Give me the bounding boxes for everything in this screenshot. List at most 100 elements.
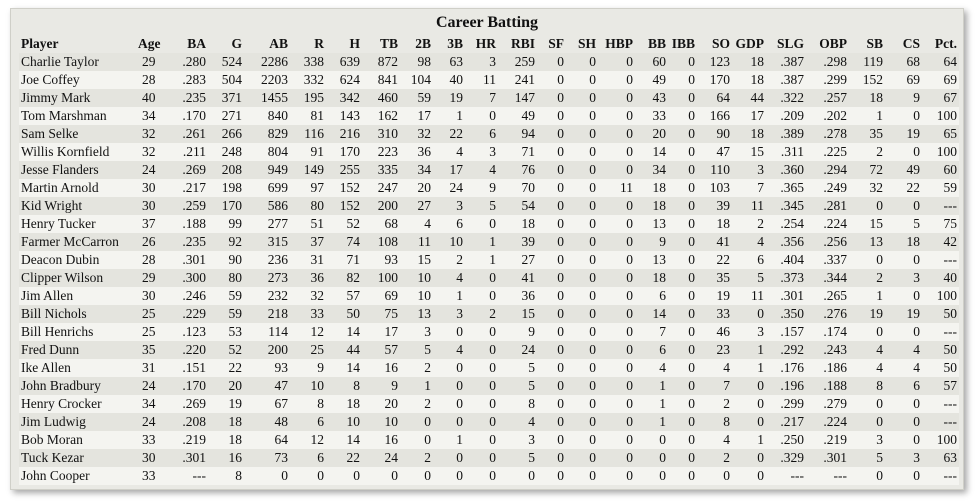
player-row: Tom Marshman 34 .170 271 840 81 143 162 17 1 0 49 0 0… [19,107,959,125]
stat-cell: 0 [489,288,496,303]
stat-cell: 14 [652,144,667,159]
stat-cell: .301 [182,450,206,465]
stat-cell: 15 [750,144,765,159]
stat-cell: 4 [723,360,730,375]
stat-cell: 18 [652,270,667,285]
stat-cell: 208 [221,162,242,177]
stat-cell: 5 [528,378,535,393]
stat-cell: 195 [303,90,324,105]
stat-cell: 28 [142,252,156,267]
stat-cell: 18 [716,216,731,231]
stat-cell: 16 [384,432,399,447]
stat-cell: 100 [377,270,398,285]
stat-cell: 216 [339,126,360,141]
stat-cell: 0 [489,270,496,285]
stat-cell: 40 [943,270,958,285]
stat-cell: 0 [456,378,463,393]
stat-cell: 5 [528,360,535,375]
player-row: Bob Moran 33 .219 18 64 12 14 16 0 1 0 3 0 0 0 0 0 4 1 .250… [19,431,959,449]
stat-cell: 0 [424,414,431,429]
stat-cell: 34 [142,108,156,123]
player-row: Jimmy Mark 40 .235 371 1455 195 342 460 59 19 7 147… [19,89,959,107]
stat-cell: 170 [221,198,242,213]
stat-cell: 0 [757,396,764,411]
stat-cell: .350 [780,306,804,321]
stat-cell: 1 [659,396,666,411]
stat-cell: 43 [652,90,667,105]
stat-cell: 36 [310,270,325,285]
stat-cell: --- [943,252,958,267]
stat-cell: 7 [757,180,764,195]
stat-cell: 0 [557,360,564,375]
stat-cell: 92 [228,234,243,249]
player-name: Jim Allen [21,288,74,303]
stat-cell: 198 [221,180,242,195]
stat-cell: 6 [456,216,463,231]
stat-cell: 64 [716,90,731,105]
column-header: RBI [510,36,535,51]
stat-cell: 0 [589,342,596,357]
player-row: Willis Kornfield 32.211 248 804 91 170 223 36 4 3… [19,143,959,161]
stat-cell: 100 [936,432,957,447]
stat-cell: 2286 [261,54,288,69]
stat-cell: .344 [823,270,847,285]
stat-cell: 0 [626,54,633,69]
player-name: John Bradbury [21,378,101,393]
stat-cell: 48 [274,414,289,429]
stat-cell: 90 [228,252,243,267]
stat-cell: 200 [377,198,398,213]
stat-cell: .254 [780,216,804,231]
stat-cell: 0 [913,108,920,123]
stat-cell: 51 [310,216,325,231]
stat-cell: 0 [589,468,596,483]
column-header: 3B [447,36,463,51]
stat-cell: 50 [943,360,958,375]
stat-cell: 64 [274,432,289,447]
stat-cell: .311 [780,144,804,159]
stat-cell: 0 [557,54,564,69]
player-name: Deacon Dubin [21,252,100,267]
stat-cell: 152 [339,180,360,195]
batting-table: Player Age BA G AB R H TB 2B 3B HR RBI SF SH HBP BB IBB S… [19,35,959,485]
stat-cell: .345 [780,198,804,213]
stat-cell: .299 [780,396,804,411]
stat-cell: 75 [943,216,958,231]
stat-cell: 0 [489,396,496,411]
stat-cell: 0 [317,468,324,483]
stat-cell: 0 [489,378,496,393]
stat-cell: 0 [489,450,496,465]
stat-cell: 0 [626,126,633,141]
stat-cell: 3 [528,432,535,447]
stat-cell: 266 [221,126,242,141]
stat-cell: 14 [346,360,361,375]
stat-cell: 0 [557,198,564,213]
stat-cell: 24 [384,450,399,465]
stat-cell: .123 [182,324,206,339]
stat-cell: 0 [557,342,564,357]
stat-cell: 3 [757,162,764,177]
stat-cell: 0 [626,198,633,213]
stat-cell: --- [192,468,207,483]
stat-cell: .211 [182,144,206,159]
stat-cell: .269 [182,396,206,411]
stat-cell: 33 [652,108,667,123]
stat-cell: 75 [384,306,399,321]
stat-cell: .404 [780,252,804,267]
stat-cell: 74 [346,234,361,249]
stat-cell: 104 [410,72,431,87]
stat-cell: 0 [659,432,666,447]
stat-cell: 17 [417,108,432,123]
stat-cell: 247 [377,180,398,195]
stat-cell: 0 [489,414,496,429]
stat-cell: 0 [757,450,764,465]
stat-cell: 9 [489,180,496,195]
stat-cell: --- [833,468,848,483]
stat-cell: .360 [780,162,804,177]
stat-cell: .300 [182,270,206,285]
stat-cell: 0 [424,432,431,447]
stat-cell: 22 [449,126,464,141]
stat-cell: 0 [688,108,695,123]
stat-cell: 271 [221,108,242,123]
stat-cell: 30 [142,288,156,303]
stat-cell: 1455 [261,90,288,105]
